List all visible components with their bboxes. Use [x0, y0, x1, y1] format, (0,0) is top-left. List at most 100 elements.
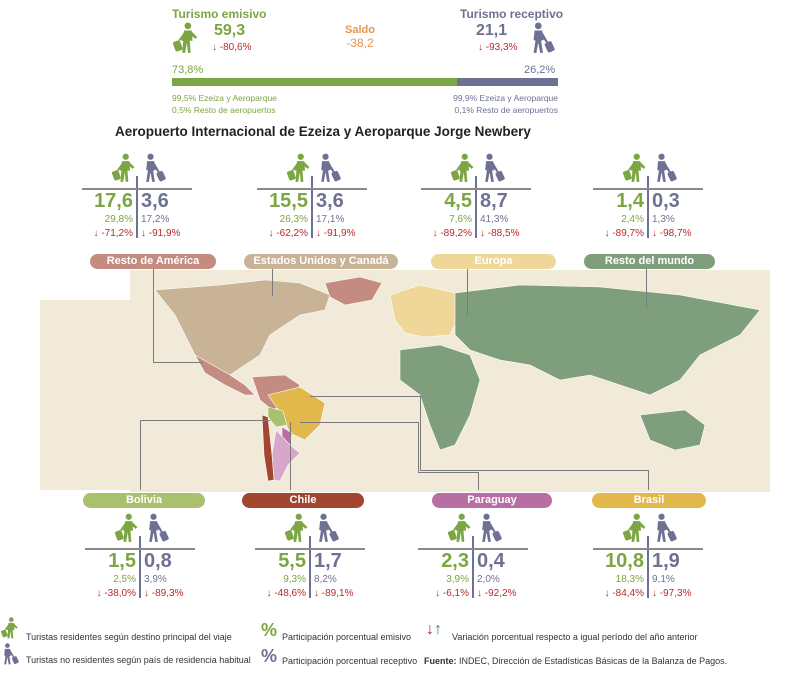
divider	[475, 176, 477, 238]
legend-fuente: Fuente: INDEC, Dirección de Estadísticas…	[424, 656, 728, 666]
divider	[136, 176, 138, 238]
emisivo-change: ↓ -89,7%	[604, 228, 644, 239]
receptivo-pct: 17,1%	[316, 214, 345, 225]
receptivo-pct: 2,0%	[477, 574, 500, 585]
divider	[309, 536, 311, 598]
divider	[647, 536, 649, 598]
receptivo-value: 3,6	[141, 190, 169, 212]
down-arrow-icon: ↓	[144, 588, 149, 599]
connector-line	[648, 470, 649, 490]
divider	[255, 548, 365, 550]
europe	[389, 284, 461, 338]
world-map	[40, 270, 770, 492]
asia	[454, 284, 761, 396]
emisivo-change: ↓ -89,2%	[432, 228, 472, 239]
down-arrow-icon: ↓	[652, 228, 657, 239]
receptivo-value: 1,7	[314, 550, 342, 572]
region-card: 15,5 3,6 26,3% 17,1% ↓ -62,2% ↓ -91,9%	[252, 152, 372, 242]
emisivo-value: 2,3	[441, 550, 469, 572]
emisivo-value: 15,5	[269, 190, 308, 212]
emisivo-change: ↓ -80,6%	[212, 42, 252, 53]
emisivo-share-bar	[172, 78, 457, 86]
emisivo-change: ↓ -48,6%	[266, 588, 306, 599]
region-label: Resto del mundo	[584, 254, 715, 269]
divider	[82, 188, 192, 190]
receptivo-value: 3,6	[316, 190, 344, 212]
non-resident-tourist-icon	[652, 152, 678, 184]
resident-tourist-icon	[0, 617, 20, 639]
down-arrow-icon: ↓	[93, 228, 99, 239]
saldo-value: -38,2	[346, 36, 374, 50]
down-arrow-icon: ↓	[314, 588, 319, 599]
resident-tourist-icon	[622, 152, 648, 184]
divider	[472, 536, 474, 598]
receptivo-value: 0,3	[652, 190, 680, 212]
connector-line	[467, 268, 468, 316]
divider	[418, 548, 528, 550]
country-card: 1,5 0,8 2,5% 3,9% ↓ -38,0% ↓ -89,3%	[80, 512, 200, 602]
chile-region	[261, 414, 275, 482]
country-label: Bolivia	[83, 493, 205, 508]
country-card: 2,3 0,4 3,9% 2,0% ↓ -6,1% ↓ -92,2%	[413, 512, 533, 602]
region-card: 1,4 0,3 2,4% 1,3% ↓ -89,7% ↓ -98,7%	[588, 152, 708, 242]
receptivo-header: Turismo receptivo 21,1 ↓ -93,3%	[450, 4, 570, 62]
resident-tourist-icon	[622, 512, 648, 544]
receptivo-change: ↓ -91,9%	[316, 228, 356, 239]
region-label: Resto de América	[90, 254, 216, 269]
down-arrow-icon: ↓	[266, 588, 272, 599]
divider	[421, 188, 531, 190]
map-background-left	[40, 300, 170, 490]
non-resident-tourist-icon	[0, 643, 20, 665]
down-arrow-icon: ↓	[212, 42, 217, 53]
legend-no-residentes: Turistas no residentes según país de res…	[26, 655, 251, 665]
down-arrow-icon: ↓	[480, 228, 485, 239]
connector-line	[646, 268, 647, 308]
receptivo-pct: 3,9%	[144, 574, 167, 585]
connector-line	[272, 268, 273, 296]
down-arrow-icon: ↓	[432, 228, 438, 239]
emisivo-value: 59,3	[214, 22, 246, 39]
connector-line	[153, 362, 203, 363]
emisivo-pct: 2,4%	[621, 214, 644, 225]
connector-line	[420, 396, 421, 470]
country-label: Paraguay	[432, 493, 552, 508]
down-arrow-icon: ↓	[316, 228, 321, 239]
connector-line	[140, 420, 270, 421]
resident-tourist-icon	[447, 512, 473, 544]
legend-variacion: Variación porcentual respecto a igual pe…	[452, 632, 698, 642]
receptivo-value: 1,9	[652, 550, 680, 572]
receptivo-pct: 17,2%	[141, 214, 170, 225]
resident-tourist-icon	[286, 152, 312, 184]
region-card: 17,6 3,6 29,8% 17,2% ↓ -71,2% ↓ -91,9%	[77, 152, 197, 242]
legend-residentes: Turistas residentes según destino princi…	[26, 632, 232, 642]
emisivo-value: 4,5	[444, 190, 472, 212]
down-arrow-icon: ↓	[604, 228, 610, 239]
divider	[647, 176, 649, 238]
receptivo-label: Turismo receptivo	[460, 7, 564, 21]
non-resident-tourist-icon	[144, 512, 170, 544]
emisivo-pct: 9,3%	[283, 574, 306, 585]
receptivo-pct: 1,3%	[652, 214, 675, 225]
emisivo-pct: 26,3%	[279, 214, 308, 225]
emisivo-value: 17,6	[94, 190, 133, 212]
emisivo-pct: 2,5%	[113, 574, 136, 585]
emisivo-change: ↓ -71,2%	[93, 228, 133, 239]
down-arrow-icon: ↓	[435, 588, 441, 599]
divider	[139, 536, 141, 598]
country-card: 10,8 1,9 18,3% 9,1% ↓ -84,4% ↓ -97,3%	[588, 512, 708, 602]
emisivo-change: ↓ -84,4%	[604, 588, 644, 599]
divider	[311, 176, 313, 238]
receptivo-change: ↓ -98,7%	[652, 228, 692, 239]
central-america	[194, 354, 256, 396]
emisivo-pct: 3,9%	[446, 574, 469, 585]
emisivo-label: Turismo emisivo	[172, 7, 267, 21]
legend-pct-emisivo: Participación porcentual emisivo	[282, 632, 412, 642]
emisivo-change: ↓ -38,0%	[96, 588, 136, 599]
receptivo-pct: 8,2%	[314, 574, 337, 585]
non-resident-tourist-icon	[477, 512, 503, 544]
region-label: Estados Unidos y Canadá	[244, 254, 398, 269]
emisivo-value: 1,4	[616, 190, 644, 212]
non-resident-tourist-icon	[480, 152, 506, 184]
connector-line	[153, 268, 154, 362]
non-resident-tourist-icon	[528, 22, 556, 54]
